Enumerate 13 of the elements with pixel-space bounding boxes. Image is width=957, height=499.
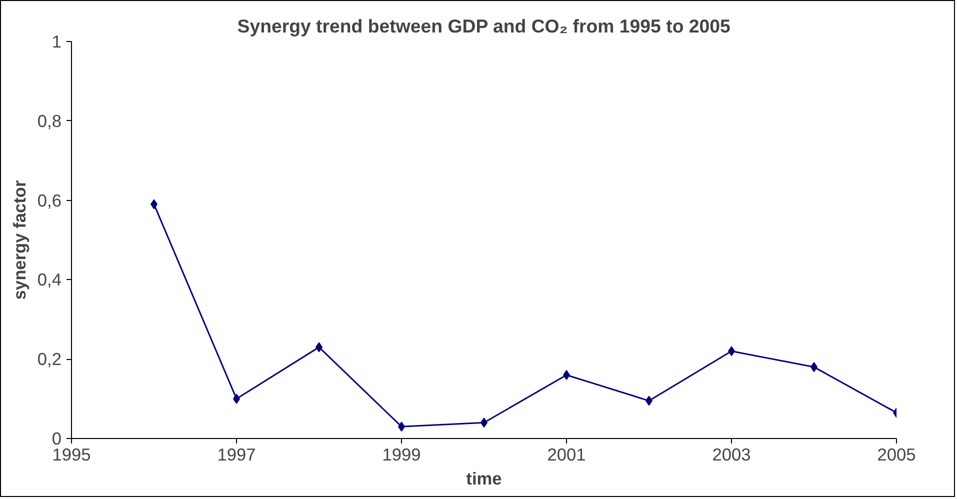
x-axis-title: time: [466, 468, 502, 488]
y-tick-label: 0,6: [37, 190, 62, 210]
y-tick-label: 0,8: [37, 110, 62, 131]
x-tick-label: 2005: [877, 444, 916, 464]
chart-title: Synergy trend between GDP and CO₂ from 1995 to 2005: [237, 16, 730, 36]
y-tick-label: 0,2: [37, 349, 62, 370]
x-tick-label: 1997: [217, 444, 256, 464]
x-tick-label: 2003: [712, 444, 751, 464]
y-axis-title: synergy factor: [9, 180, 30, 300]
x-tick-label: 1999: [382, 444, 421, 464]
y-tick-label: 0,4: [37, 270, 62, 290]
y-tick-label: 1: [52, 32, 62, 52]
x-tick-label: 2001: [547, 444, 586, 464]
